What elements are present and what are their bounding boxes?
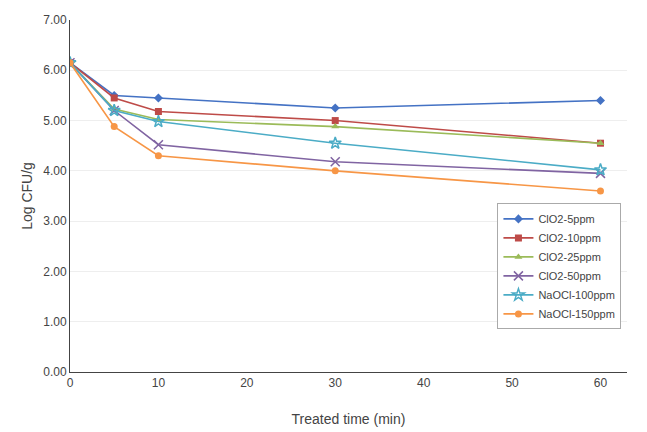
svg-text:ClO2-10ppm: ClO2-10ppm [538, 232, 600, 244]
svg-text:2.00: 2.00 [43, 265, 67, 279]
svg-text:7.00: 7.00 [43, 13, 67, 27]
svg-text:3.00: 3.00 [43, 214, 67, 228]
svg-text:20: 20 [240, 376, 254, 390]
svg-text:ClO2-25ppm: ClO2-25ppm [538, 251, 600, 263]
svg-text:4.00: 4.00 [43, 164, 67, 178]
svg-text:0: 0 [67, 376, 74, 390]
svg-text:60: 60 [594, 376, 608, 390]
svg-text:10: 10 [152, 376, 166, 390]
svg-text:6.00: 6.00 [43, 63, 67, 77]
svg-text:40: 40 [417, 376, 431, 390]
svg-text:5.00: 5.00 [43, 114, 67, 128]
svg-text:30: 30 [329, 376, 343, 390]
svg-text:Log CFU/g: Log CFU/g [19, 162, 35, 230]
svg-text:NaOCl-100ppm: NaOCl-100ppm [538, 289, 614, 301]
svg-text:ClO2-50ppm: ClO2-50ppm [538, 270, 600, 282]
svg-text:ClO2-5ppm: ClO2-5ppm [538, 213, 594, 225]
svg-text:NaOCl-150ppm: NaOCl-150ppm [538, 308, 614, 320]
svg-text:1.00: 1.00 [43, 315, 67, 329]
svg-text:Treated time (min): Treated time (min) [292, 411, 406, 427]
svg-text:0.00: 0.00 [43, 365, 67, 379]
svg-text:50: 50 [505, 376, 519, 390]
